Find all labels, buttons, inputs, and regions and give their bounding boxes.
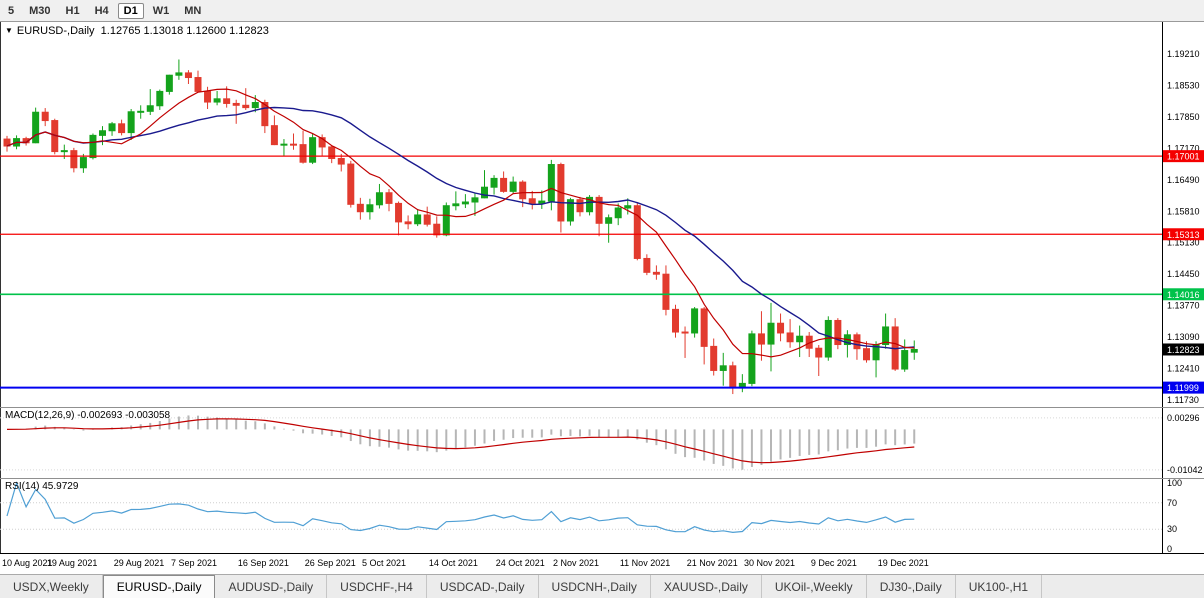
axis-tick-label: 0 xyxy=(1167,544,1172,553)
date-label: 21 Nov 2021 xyxy=(686,558,738,568)
panel-separator xyxy=(0,407,1204,408)
tab-usdcnh-daily[interactable]: USDCNH-,Daily xyxy=(539,575,651,598)
tab-usdchf-h4[interactable]: USDCHF-,H4 xyxy=(327,575,427,598)
macd-chart[interactable]: 0.00296 -0.01042 xyxy=(0,408,1204,478)
time-axis[interactable]: 10 Aug 2021 19 Aug 2021 29 Aug 2021 7 Sep 2… xyxy=(0,554,1204,574)
date-label: 11 Nov 2021 xyxy=(619,558,671,568)
axis-tick-label: 1.19210 xyxy=(1167,49,1200,59)
tab-audusd-daily[interactable]: AUDUSD-,Daily xyxy=(215,575,328,598)
axis-tick-label: 1.13770 xyxy=(1167,301,1200,311)
price-badge xyxy=(1163,288,1204,301)
ohlc-values: 1.12765 1.13018 1.12600 1.12823 xyxy=(100,25,269,37)
timeframe-toolbar: 5 M30 H1 H4 D1 W1 MN xyxy=(0,0,1204,22)
price-badge xyxy=(1163,381,1204,394)
date-label: 16 Sep 2021 xyxy=(237,558,289,568)
price-panel[interactable]: ▼ EURUSD-,Daily 1.12765 1.13018 1.12600 1… xyxy=(0,22,1204,407)
chart-area: ▼ EURUSD-,Daily 1.12765 1.13018 1.12600 1… xyxy=(0,22,1204,574)
date-label: 26 Sep 2021 xyxy=(304,558,356,568)
macd-signal xyxy=(6,418,915,464)
chart-tabs: USDX,Weekly EURUSD-,Daily AUDUSD-,Daily USD… xyxy=(0,574,1204,598)
price-badge xyxy=(1163,228,1204,241)
axis-tick-label: 1.13090 xyxy=(1167,332,1200,342)
tab-eurusd-daily[interactable]: EURUSD-,Daily xyxy=(102,575,216,598)
axis-tick-label: -0.01042 xyxy=(1167,465,1203,475)
axis-tick-label: 1.11730 xyxy=(1167,395,1199,405)
axis-tick-label: 1.14450 xyxy=(1167,269,1200,279)
axis-tick-label: 1.15810 xyxy=(1167,206,1200,216)
timeframe-m30[interactable]: M30 xyxy=(29,4,51,17)
rsi-line xyxy=(6,481,915,534)
rsi-panel[interactable]: RSI(14) 45.9729 100 70 30 0 xyxy=(0,479,1204,553)
date-label: 10 Aug 2021 xyxy=(2,558,53,568)
axis-tick-label: 70 xyxy=(1167,498,1177,508)
axis-tick-label: 30 xyxy=(1167,524,1177,534)
axis-tick-label: 1.15130 xyxy=(1167,238,1200,248)
date-label: 24 Oct 2021 xyxy=(495,558,545,568)
rsi-label: RSI(14) 45.9729 xyxy=(5,481,79,492)
timeframe-5[interactable]: 5 xyxy=(8,4,15,17)
timeframe-d1[interactable]: D1 xyxy=(117,2,144,19)
axis-tick-label: 1.17170 xyxy=(1167,143,1200,153)
axis-tick-label: 1.11999 xyxy=(1167,383,1199,393)
tab-uk100-h1[interactable]: UK100-,H1 xyxy=(956,575,1043,598)
chart-title: ▼ EURUSD-,Daily 1.12765 1.13018 1.12600 1… xyxy=(5,25,269,37)
tab-usdcad-daily[interactable]: USDCAD-,Daily xyxy=(427,575,539,598)
symbol-dropdown-icon[interactable]: ▼ xyxy=(5,26,13,35)
timeframe-w1[interactable]: W1 xyxy=(152,4,170,17)
tab-dj30-daily[interactable]: DJ30-,Daily xyxy=(867,575,956,598)
timeframe-mn[interactable]: MN xyxy=(184,4,202,17)
date-label: 19 Aug 2021 xyxy=(46,558,98,568)
macd-panel[interactable]: MACD(12,26,9) -0.002693 -0.003058 0.0029… xyxy=(0,408,1204,478)
macd-label: MACD(12,26,9) -0.002693 -0.003058 xyxy=(5,410,171,421)
date-label: 19 Dec 2021 xyxy=(877,558,929,568)
date-label: 30 Nov 2021 xyxy=(744,558,796,568)
date-label: 14 Oct 2021 xyxy=(428,558,478,568)
axis-tick-label: 1.17001 xyxy=(1167,152,1200,162)
date-label: 29 Aug 2021 xyxy=(113,558,165,568)
rsi-chart[interactable]: 100 70 30 0 xyxy=(0,479,1204,553)
axis-tick-label: 1.18530 xyxy=(1167,80,1200,90)
axis-tick-label: 1.15313 xyxy=(1167,230,1200,240)
tab-usdx-weekly[interactable]: USDX,Weekly xyxy=(0,575,103,598)
panel-separator xyxy=(0,478,1204,479)
axis-tick-label: 100 xyxy=(1167,479,1182,488)
timeframe-h4[interactable]: H4 xyxy=(94,4,109,17)
axis-tick-label: 0.00296 xyxy=(1167,413,1200,423)
axis-separator xyxy=(0,553,1204,554)
candlestick-chart[interactable]: 1.19210 1.18530 1.17850 1.17170 1.16490 1.158… xyxy=(0,22,1204,407)
date-label: 9 Dec 2021 xyxy=(810,558,857,568)
date-label: 2 Nov 2021 xyxy=(553,558,600,568)
timeframe-h1[interactable]: H1 xyxy=(65,4,80,17)
axis-tick-label: 1.12823 xyxy=(1167,345,1200,355)
axis-tick-label: 1.17850 xyxy=(1167,112,1200,122)
ma-slow xyxy=(6,106,915,350)
symbol-name: EURUSD-,Daily xyxy=(16,25,95,37)
tab-xauusd-daily[interactable]: XAUUSD-,Daily xyxy=(651,575,762,598)
date-label: 5 Oct 2021 xyxy=(362,558,407,568)
price-badge xyxy=(1163,150,1204,163)
axis-tick-label: 1.14016 xyxy=(1167,290,1200,300)
price-badge xyxy=(1163,343,1204,356)
axis-tick-label: 1.16490 xyxy=(1167,175,1200,185)
ma-fast xyxy=(6,88,915,358)
date-label: 7 Sep 2021 xyxy=(171,558,218,568)
axis-tick-label: 1.12410 xyxy=(1167,364,1200,374)
tab-ukoil-weekly[interactable]: UKOil-,Weekly xyxy=(762,575,867,598)
